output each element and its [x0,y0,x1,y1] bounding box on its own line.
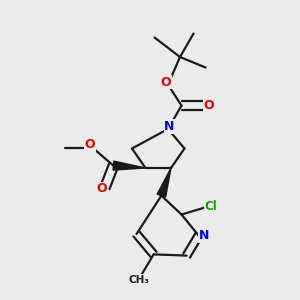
Text: N: N [164,120,175,133]
Text: O: O [160,76,171,89]
Polygon shape [157,168,171,197]
Text: N: N [199,229,209,242]
Text: CH₃: CH₃ [128,274,149,285]
Text: O: O [204,99,214,112]
Text: O: O [97,182,107,196]
Polygon shape [113,161,146,170]
Text: Cl: Cl [205,200,217,213]
Text: O: O [85,138,95,151]
